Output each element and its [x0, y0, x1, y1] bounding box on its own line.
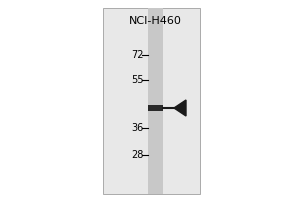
Polygon shape [174, 100, 186, 116]
Bar [103, 8, 200, 194]
Text: 28: 28 [132, 150, 144, 160]
Bar [148, 105, 163, 111]
Text: 72: 72 [131, 50, 144, 60]
Text: 36: 36 [132, 123, 144, 133]
Text: 55: 55 [131, 75, 144, 85]
Bar [148, 8, 163, 194]
Text: NCI-H460: NCI-H460 [129, 16, 182, 26]
